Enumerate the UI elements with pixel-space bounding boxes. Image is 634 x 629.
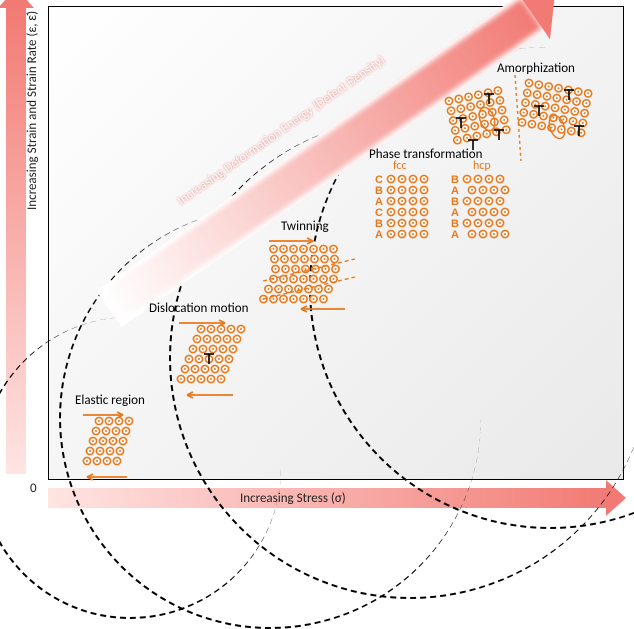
lattice-amorph	[429, 71, 619, 171]
note-hcp: hcp	[473, 159, 491, 173]
lattice-elastic	[73, 409, 153, 489]
label-elastic: Elastic region	[75, 393, 145, 408]
lattice-hcp: BABABA	[449, 165, 519, 251]
svg-text:A: A	[375, 229, 383, 241]
y-axis-label: Increasing Strain and Strain Rate (ε, ε̇…	[24, 11, 40, 210]
lattice-fcc: CBACBA	[373, 165, 443, 251]
plot-area: Increasing Deformation Energy (Defect De…	[48, 6, 624, 480]
lattice-twin	[255, 235, 365, 325]
lattice-disloc	[165, 317, 255, 407]
label-disloc: Dislocation motion	[149, 301, 248, 316]
label-twin: Twinning	[281, 219, 329, 234]
svg-text:A: A	[451, 229, 459, 241]
figure-root: 0 Increasing Strain and Strain Rate (ε, …	[0, 0, 634, 514]
note-fcc: fcc	[393, 159, 407, 173]
